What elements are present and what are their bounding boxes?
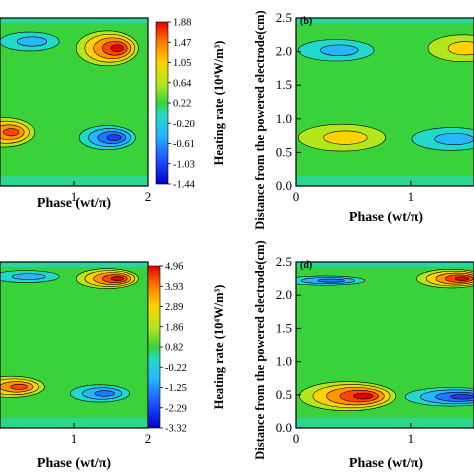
colorbar-tick-label: -1.44 <box>173 180 196 191</box>
heatmap-contour <box>353 392 374 400</box>
heatmap-band <box>296 175 474 186</box>
panel-a-xlabel: Phase (wt/π) <box>37 196 111 211</box>
heatmap-contour <box>106 134 122 141</box>
panel-d-ylabel: Distance from the powered electrode(cm) <box>253 240 267 459</box>
heatmap-contour <box>110 44 124 53</box>
x-tick-label: 1 <box>408 189 415 204</box>
panel-c-colorbar <box>147 265 161 429</box>
panel-c-colorbar-label: Heating rate (10⁴W/m³) <box>212 285 226 410</box>
heatmap-band <box>296 262 474 267</box>
heatmap-contour <box>11 273 46 280</box>
panel-c-colorbar-ticks: 4.96 3.93 2.89 1.86 0.82 -0.22 -1.25 -2.29 -3.32 <box>160 262 187 435</box>
y-tick-label: 2.5 <box>276 10 292 25</box>
heatmap-contour <box>94 390 115 397</box>
x-tick-label: 1 <box>408 431 415 446</box>
colorbar-tick-label: 2.89 <box>165 302 183 313</box>
panel-b-xlabel: Phase (wt/π) <box>349 210 423 225</box>
heatmap-band <box>0 18 148 24</box>
heatmap-contour <box>317 278 345 283</box>
panel-b-letter: (b) <box>300 16 312 27</box>
colorbar-tick-label: 1.05 <box>173 58 191 69</box>
y-tick-label: 0.5 <box>276 144 292 159</box>
heatmap-band <box>0 175 148 186</box>
colorbar-tick-label: -1.03 <box>173 159 195 170</box>
y-tick-label: 2.5 <box>276 254 292 269</box>
panel-a-colorbar-label: Heating rate (10⁴W/m³) <box>212 41 226 166</box>
colorbar-tick-label: 4.96 <box>165 262 183 273</box>
panel-d-heatmap <box>296 262 474 428</box>
colorbar-tick-label: 0.22 <box>173 99 191 110</box>
heatmap-contour <box>434 132 474 145</box>
panel-a-heatmap <box>0 18 148 186</box>
panel-b-y-ticks: 0.0 0.5 1.0 1.5 2.0 2.5 <box>276 10 301 193</box>
colorbar-tick-label: 3.93 <box>165 282 183 293</box>
colorbar-tick-label: 0.64 <box>173 78 192 89</box>
colorbar-tick-label: 1.47 <box>173 38 191 49</box>
y-tick-label: 1.5 <box>276 77 292 92</box>
y-tick-label: 2.0 <box>276 44 292 59</box>
panel-a-colorbar-ticks: 1.88 1.47 1.05 0.64 0.22 -0.20 -0.61 -1.03 -1.44 <box>168 18 196 191</box>
heatmap-band <box>296 18 474 24</box>
y-tick-label: 0.0 <box>276 420 292 435</box>
panel-b-frame <box>295 17 474 187</box>
x-tick-label: 1 <box>71 431 78 446</box>
colorbar-tick-label: -1.25 <box>165 383 187 394</box>
heatmap-contour <box>447 41 474 56</box>
colorbar-tick-label: -0.22 <box>165 363 187 374</box>
heatmap-contour <box>10 383 28 390</box>
colorbar-tick-label: 1.86 <box>165 322 183 333</box>
colorbar-tick-label: -0.20 <box>173 119 195 130</box>
heatmap-contour <box>323 130 368 145</box>
panel-d-xlabel: Phase (wt/π) <box>349 456 423 471</box>
panel-a-colorbar <box>155 21 169 185</box>
heatmap-contour <box>110 276 124 281</box>
heatmap-band <box>0 262 148 267</box>
heatmap-contour <box>16 36 48 47</box>
panel-d-letter: (d) <box>300 260 312 271</box>
x-tick-label: 1 <box>71 189 78 204</box>
heatmap-contour <box>319 44 359 56</box>
panel-d-y-ticks: 0.0 0.5 1.0 1.5 2.0 2.5 <box>276 254 301 435</box>
colorbar-tick-label: -2.29 <box>165 403 187 414</box>
x-tick-label: 2 <box>145 189 152 204</box>
y-tick-label: 1.0 <box>276 354 292 369</box>
panel-b-heatmap <box>296 18 474 186</box>
panel-b-ylabel: Distance from the powered electrode(cm) <box>253 10 267 229</box>
colorbar-tick-label: 0.82 <box>165 343 183 354</box>
y-tick-label: 2.0 <box>276 287 292 302</box>
colorbar-tick-label: 1.88 <box>173 18 191 29</box>
heatmap-contour <box>3 128 20 137</box>
panel-c-heatmap <box>0 262 148 428</box>
heatmap-band <box>296 418 474 428</box>
panel-c-plot-area <box>0 262 148 428</box>
x-tick-label: 0 <box>293 431 300 446</box>
y-tick-label: 1.5 <box>276 320 292 335</box>
panel-c-xlabel: Phase (wt/π) <box>37 456 111 471</box>
colorbar-tick-label: -0.61 <box>173 139 195 150</box>
x-tick-label: 0 <box>293 189 300 204</box>
panel-d-frame <box>295 261 474 429</box>
heatmap-contour <box>450 394 474 400</box>
x-tick-label: 2 <box>145 431 152 446</box>
y-tick-label: 0.5 <box>276 387 292 402</box>
colorbar-tick-label: -3.32 <box>165 424 187 435</box>
panel-c: 1 2 Phase (wt/π) 4.96 3.93 2.89 1.86 0.82 -0.2… <box>0 261 226 471</box>
y-tick-label: 0.0 <box>276 178 292 193</box>
heatmap-contour <box>454 276 470 281</box>
y-tick-label: 1.0 <box>276 111 292 126</box>
